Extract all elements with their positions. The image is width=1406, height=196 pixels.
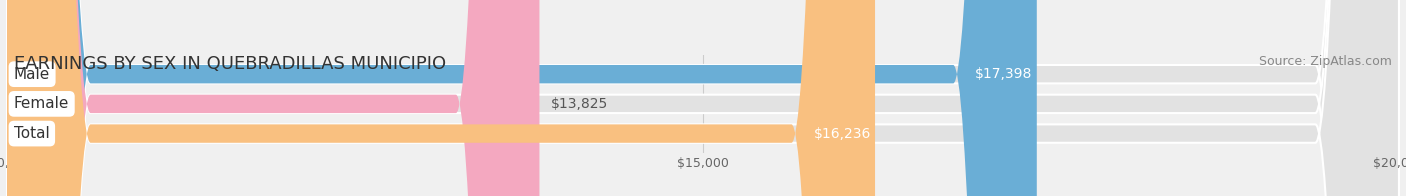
Text: Male: Male bbox=[14, 67, 51, 82]
Text: $17,398: $17,398 bbox=[976, 67, 1032, 81]
FancyBboxPatch shape bbox=[7, 0, 1399, 196]
Text: EARNINGS BY SEX IN QUEBRADILLAS MUNICIPIO: EARNINGS BY SEX IN QUEBRADILLAS MUNICIPI… bbox=[14, 55, 446, 73]
Text: Source: ZipAtlas.com: Source: ZipAtlas.com bbox=[1260, 55, 1392, 68]
FancyBboxPatch shape bbox=[7, 0, 540, 196]
FancyBboxPatch shape bbox=[7, 0, 1399, 196]
FancyBboxPatch shape bbox=[7, 0, 875, 196]
FancyBboxPatch shape bbox=[7, 0, 1036, 196]
FancyBboxPatch shape bbox=[7, 0, 1399, 196]
Text: $16,236: $16,236 bbox=[814, 127, 870, 141]
Text: $13,825: $13,825 bbox=[551, 97, 607, 111]
Text: Female: Female bbox=[14, 96, 69, 111]
Text: Total: Total bbox=[14, 126, 49, 141]
